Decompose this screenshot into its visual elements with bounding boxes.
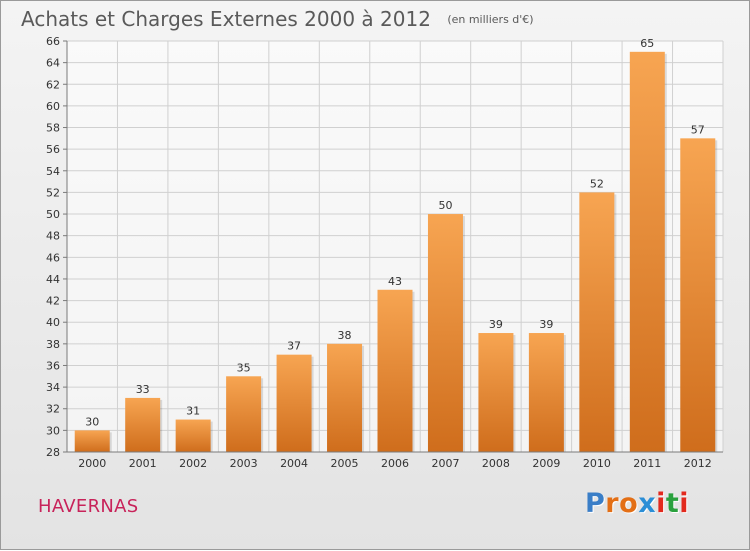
y-tick-label: 46 [46,251,60,264]
bar [528,333,564,452]
x-tick-label: 2010 [583,457,611,470]
bar [377,289,413,452]
bar [226,376,262,452]
bar [427,214,463,452]
bar [680,138,716,452]
bar-value-label: 52 [590,177,604,190]
brand-logo: Proxiti [585,488,689,519]
x-tick-label: 2002 [179,457,207,470]
y-tick-label: 40 [46,316,60,329]
x-tick-label: 2006 [381,457,409,470]
y-tick-label: 44 [46,273,60,286]
bar [74,430,110,452]
x-tick-label: 2009 [532,457,560,470]
y-tick-label: 28 [46,446,60,459]
bar-value-label: 30 [85,415,99,428]
place-name: HAVERNAS [38,496,139,517]
bar-value-label: 65 [640,37,654,50]
bars: 30 33 31 35 37 38 43 50 39 39 52 65 57 [74,37,718,452]
x-tick-label: 2005 [331,457,359,470]
x-tick-label: 2001 [129,457,157,470]
y-tick-label: 38 [46,338,60,351]
y-tick-label: 62 [46,78,60,91]
x-tick-label: 2000 [78,457,106,470]
brand-letter: i [656,488,666,519]
y-tick-label: 52 [46,186,60,199]
x-tick-label: 2004 [280,457,308,470]
brand-letter: t [665,488,680,519]
bar-value-label: 37 [287,340,301,353]
bar [478,333,514,452]
bar-value-label: 35 [237,361,251,374]
bar [629,51,665,452]
y-tick-label: 64 [46,57,60,70]
y-tick-label: 54 [46,165,60,178]
bar-value-label: 31 [186,405,200,418]
bar-value-label: 39 [489,318,503,331]
y-tick-label: 56 [46,143,60,156]
y-tick-label: 60 [46,100,60,113]
brand-letter: o [619,488,639,519]
bar [125,397,161,452]
brand-letter: r [605,488,620,519]
y-tick-label: 48 [46,230,60,243]
bar-value-label: 57 [691,123,705,136]
y-tick-label: 34 [46,381,60,394]
bar-value-label: 50 [438,199,452,212]
y-tick-label: 58 [46,122,60,135]
bar-value-label: 38 [338,329,352,342]
x-tick-label: 2008 [482,457,510,470]
x-tick-label: 2011 [633,457,661,470]
bar [579,192,615,452]
bar [327,343,363,452]
chart-title: Achats et Charges Externes 2000 à 2012 [21,7,431,31]
y-tick-label: 50 [46,208,60,221]
y-tick-label: 36 [46,359,60,372]
bar [175,419,211,452]
bar-value-label: 43 [388,275,402,288]
y-tick-label: 32 [46,403,60,416]
axes: 28 30 32 34 36 38 40 42 44 46 48 50 52 54 56 58 60 62 64 66… [46,35,723,470]
y-tick-label: 42 [46,295,60,308]
bar [276,354,312,452]
bar-value-label: 33 [136,383,150,396]
bar-value-label: 39 [539,318,553,331]
brand-letter: x [638,488,657,519]
y-tick-label: 30 [46,424,60,437]
x-tick-label: 2003 [230,457,258,470]
brand-letter: i [679,488,690,519]
chart-title-block: Achats et Charges Externes 2000 à 2012 (… [21,7,534,31]
chart-unit: (en milliers d'€) [447,13,534,26]
x-tick-label: 2012 [684,457,712,470]
brand-letter: P [585,488,606,519]
x-tick-label: 2007 [431,457,459,470]
y-tick-label: 66 [46,35,60,48]
